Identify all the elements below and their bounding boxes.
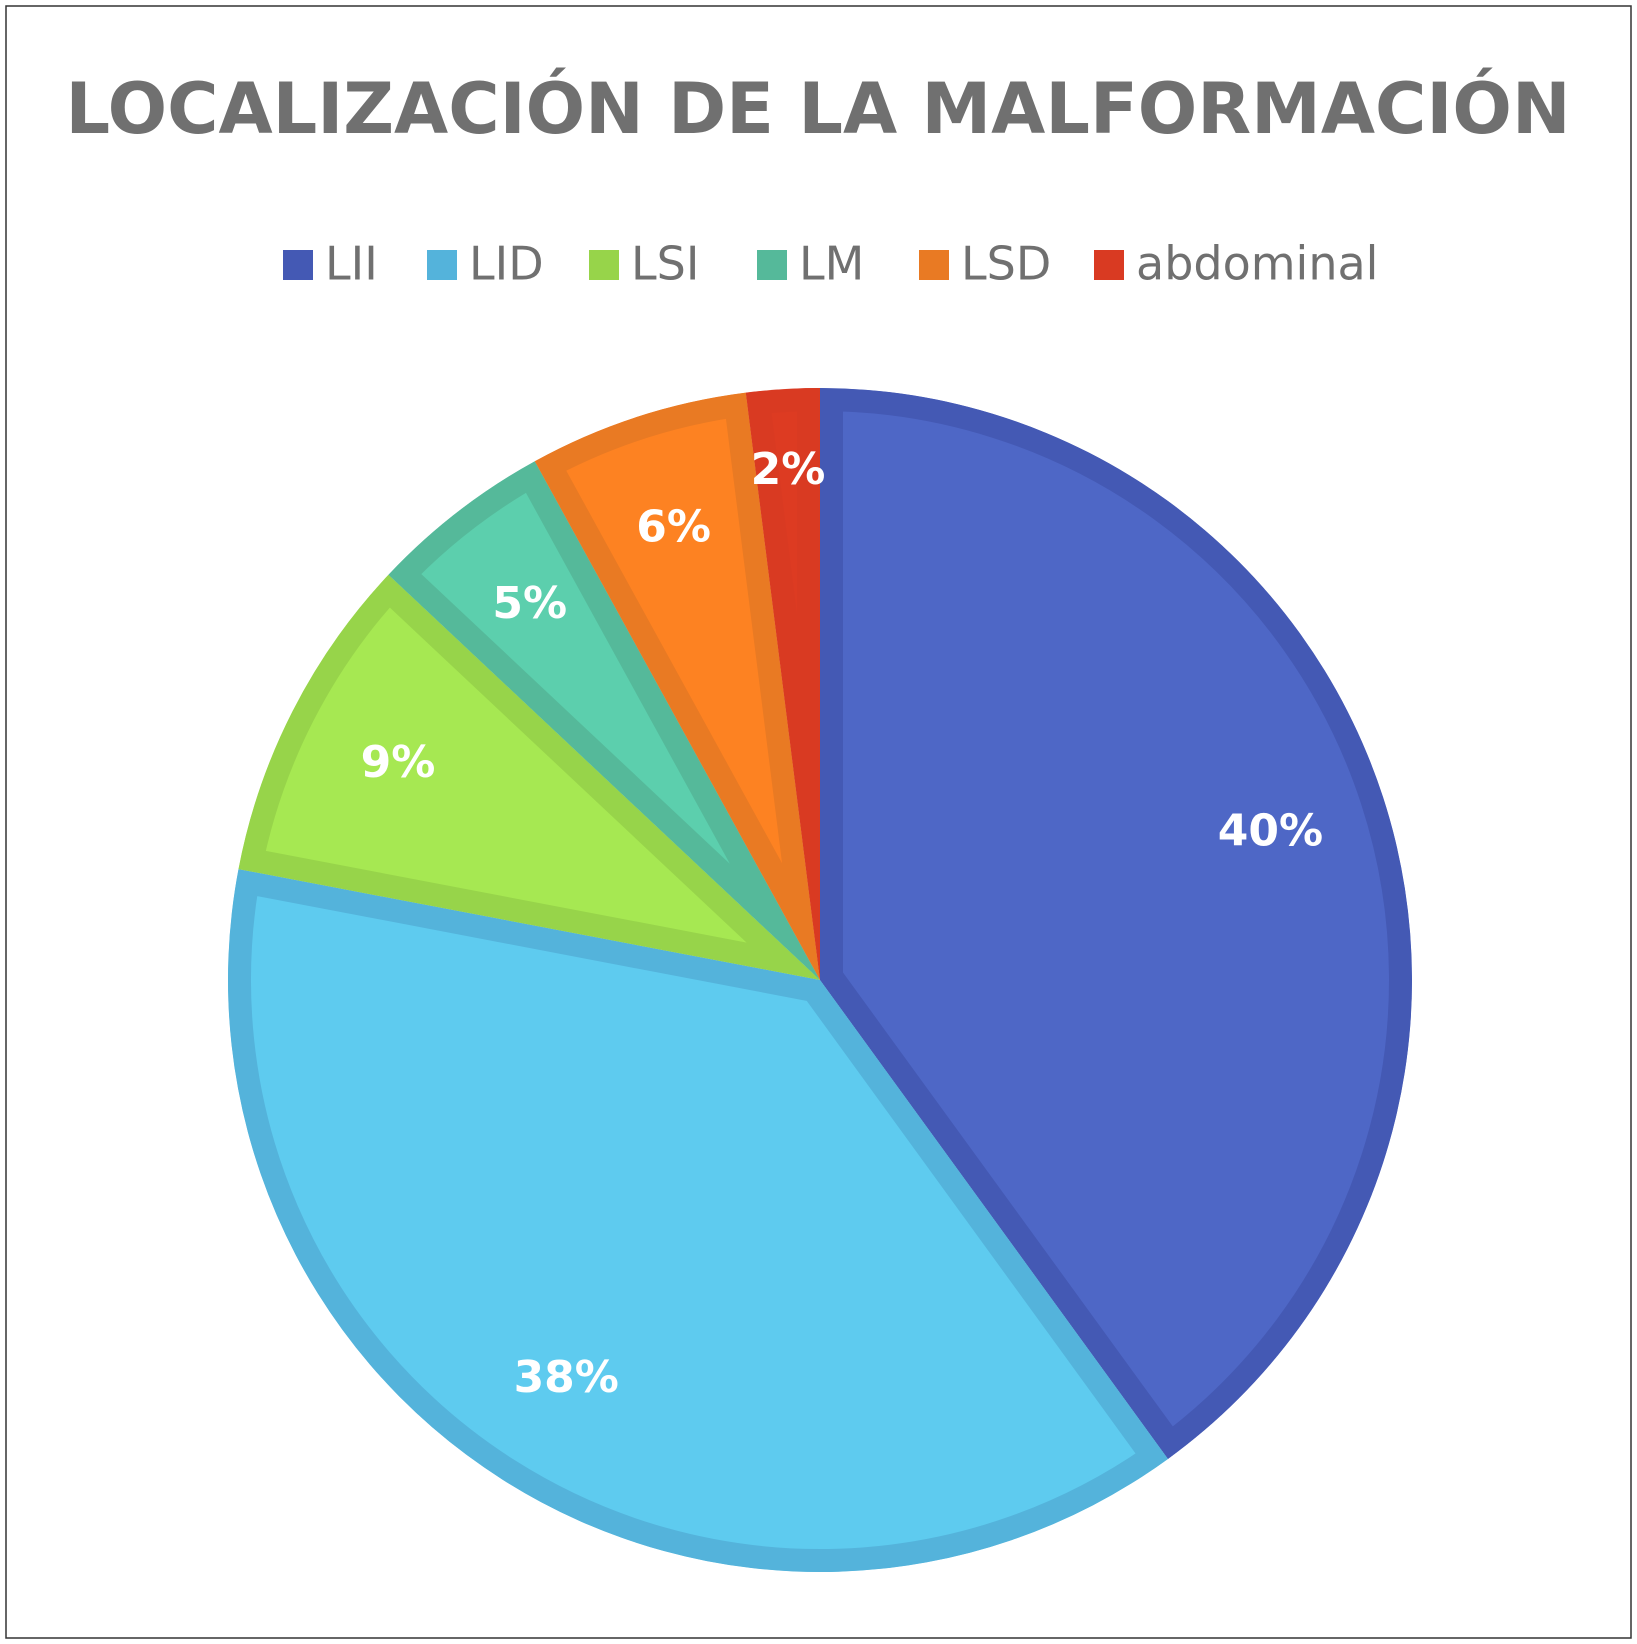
legend-marker: [757, 250, 787, 280]
chart-title: LOCALIZACIÓN DE LA MALFORMACIÓN: [65, 68, 1570, 150]
legend-label: LID: [469, 237, 544, 291]
pie-slice: [388, 461, 820, 980]
legend-label: LII: [325, 237, 378, 291]
legend-marker: [427, 250, 457, 280]
legend-marker: [1094, 250, 1124, 280]
data-label: 5%: [492, 578, 567, 629]
data-label: 2%: [751, 444, 826, 495]
legend-marker: [283, 250, 313, 280]
data-label: 6%: [636, 502, 711, 553]
legend-label: LSD: [961, 237, 1051, 291]
data-label: 9%: [361, 737, 436, 788]
legend-label: abdominal: [1136, 237, 1378, 291]
legend-marker: [589, 250, 619, 280]
legend-marker: [919, 250, 949, 280]
data-label: 38%: [514, 1352, 619, 1403]
data-label: 40%: [1218, 806, 1323, 857]
legend-label: LM: [799, 237, 864, 291]
legend-label: LSI: [631, 237, 699, 291]
pie-slice: [238, 574, 820, 980]
